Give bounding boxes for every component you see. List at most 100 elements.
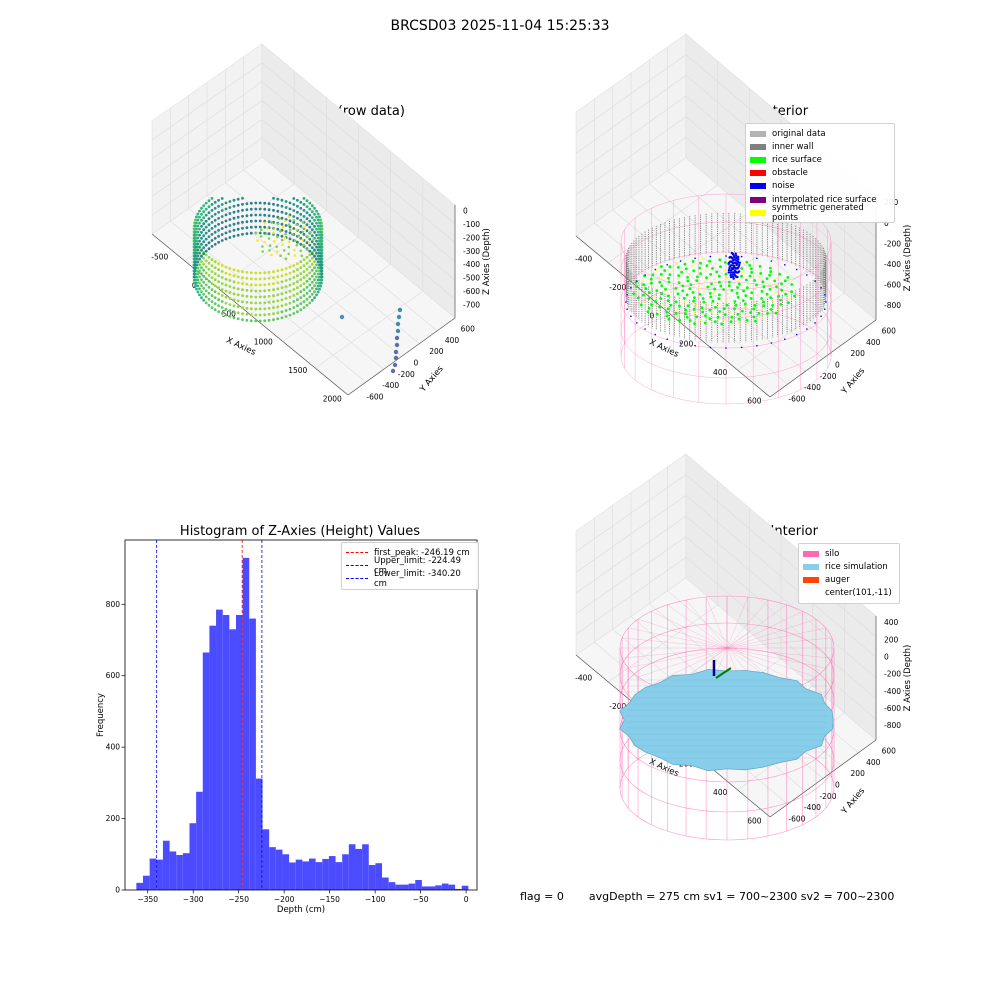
silo-wire bbox=[726, 637, 832, 649]
legend-label: Upper_limit: -224.49 cm bbox=[374, 555, 462, 576]
raw-point bbox=[236, 209, 240, 213]
rice-surface-point bbox=[722, 288, 725, 291]
histogram-bar bbox=[328, 856, 336, 890]
raw-point bbox=[220, 276, 224, 279]
raw-point bbox=[217, 304, 221, 308]
histogram-bar bbox=[189, 823, 197, 890]
raw-point bbox=[258, 207, 262, 211]
figure-title: BRCSD03 2025-11-04 15:25:33 bbox=[390, 18, 610, 34]
rice-surface-point bbox=[724, 278, 727, 280]
raw-point bbox=[305, 303, 309, 307]
raw-point bbox=[207, 223, 211, 227]
noise-point bbox=[630, 287, 632, 289]
rice-simulation-surface bbox=[619, 669, 834, 772]
raw-point bbox=[204, 295, 208, 299]
z-tick-label: -700 bbox=[463, 300, 480, 309]
raw-point bbox=[296, 292, 299, 296]
noise-point bbox=[626, 294, 628, 296]
rice-surface-point bbox=[683, 301, 686, 303]
raw-point bbox=[202, 292, 206, 296]
y-axis-line bbox=[769, 739, 877, 818]
raw-point bbox=[299, 218, 303, 222]
outlier-point bbox=[395, 328, 401, 334]
raw-point bbox=[293, 248, 296, 252]
raw-point bbox=[265, 232, 268, 235]
raw-point bbox=[319, 254, 322, 258]
raw-point bbox=[254, 271, 258, 275]
raw-point bbox=[280, 216, 284, 220]
raw-point bbox=[284, 279, 288, 282]
y-tick-label: 600 bbox=[882, 747, 897, 756]
legend-label: noise bbox=[772, 181, 795, 192]
raw-point bbox=[261, 245, 264, 248]
raw-point bbox=[292, 306, 296, 309]
y-tick-label: -200 bbox=[819, 792, 836, 801]
raw-point bbox=[198, 281, 201, 285]
raw-point bbox=[302, 215, 306, 218]
raw-point bbox=[287, 252, 291, 256]
y-tick-label: 0 bbox=[115, 886, 120, 895]
y-tick-label: 200 bbox=[106, 814, 121, 823]
raw-point bbox=[299, 212, 303, 216]
raw-point bbox=[213, 266, 217, 270]
axes-3d-raw bbox=[151, 43, 456, 396]
rice-surface-point bbox=[685, 293, 689, 297]
raw-point bbox=[202, 256, 206, 260]
raw-point bbox=[320, 278, 324, 282]
histogram-bar bbox=[235, 615, 243, 890]
rice-surface-point bbox=[691, 264, 694, 267]
raw-point bbox=[198, 287, 201, 291]
raw-point bbox=[315, 287, 318, 291]
raw-point bbox=[308, 207, 312, 211]
rice-surface-point bbox=[765, 277, 769, 280]
y-tick-label: 400 bbox=[866, 338, 881, 347]
rice-surface-point bbox=[756, 294, 759, 297]
raw-point bbox=[241, 270, 244, 274]
raw-point bbox=[249, 207, 253, 211]
raw-point bbox=[204, 259, 208, 263]
raw-point bbox=[224, 201, 228, 205]
raw-point bbox=[272, 282, 275, 286]
raw-point bbox=[263, 277, 267, 281]
rice-surface-point bbox=[674, 300, 678, 304]
raw-point bbox=[299, 206, 303, 210]
rice-surface-point bbox=[723, 313, 727, 317]
raw-point bbox=[288, 277, 292, 281]
raw-point bbox=[232, 210, 236, 214]
noise-point bbox=[730, 251, 734, 255]
raw-point bbox=[292, 300, 296, 303]
noise-point bbox=[820, 315, 822, 318]
raw-point bbox=[267, 208, 271, 212]
raw-point bbox=[198, 209, 201, 213]
raw-point bbox=[318, 245, 321, 249]
histogram-bar bbox=[262, 829, 270, 890]
raw-point bbox=[315, 221, 318, 225]
histogram-bar bbox=[143, 875, 150, 890]
raw-point bbox=[198, 257, 201, 261]
rice-surface-point bbox=[762, 300, 766, 304]
rice-surface-point bbox=[713, 291, 715, 293]
raw-point bbox=[280, 286, 284, 290]
noise-point bbox=[814, 280, 816, 282]
noise-point bbox=[654, 333, 657, 336]
raw-point bbox=[213, 308, 217, 312]
rice-surface-point bbox=[762, 285, 766, 289]
raw-point bbox=[272, 312, 275, 316]
rice-surface-point bbox=[736, 295, 740, 299]
raw-point bbox=[213, 284, 217, 288]
raw-point bbox=[288, 265, 292, 269]
raw-point bbox=[263, 301, 267, 305]
raw-point bbox=[232, 304, 236, 308]
raw-point bbox=[198, 227, 201, 231]
noise-point bbox=[824, 308, 826, 311]
raw-point bbox=[292, 264, 296, 267]
x-axis-label: X Axies bbox=[648, 338, 681, 361]
raw-point bbox=[292, 227, 296, 230]
raw-point bbox=[313, 260, 316, 264]
classify-legend: original data inner wall rice surface ob… bbox=[745, 123, 895, 224]
histogram-title: Histogram of Z-Axies (Height) Values bbox=[179, 524, 421, 539]
noise-point bbox=[644, 328, 646, 330]
raw-point bbox=[232, 298, 236, 302]
raw-point bbox=[313, 284, 316, 288]
